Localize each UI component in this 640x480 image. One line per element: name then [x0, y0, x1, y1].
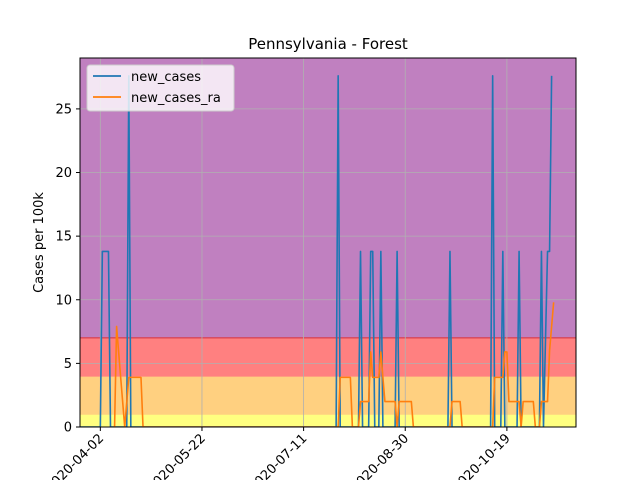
y-axis-label: Cases per 100k	[32, 192, 47, 293]
y-tick-label: 15	[55, 230, 72, 245]
series-line-new-cases-ra	[113, 302, 555, 427]
x-tick-label: 2020-08-30	[348, 431, 412, 480]
y-tick-label: 10	[55, 293, 72, 308]
y-tick-label: 5	[64, 357, 72, 372]
chart-title: Pennsylvania - Forest	[248, 35, 408, 53]
x-tick-label: 2020-04-02	[43, 431, 107, 480]
legend-label: new_cases	[131, 70, 201, 85]
x-tick-label: 2020-10-19	[450, 431, 514, 480]
band-high	[80, 337, 576, 377]
y-tick-label: 20	[55, 166, 72, 181]
legend: new_cases new_cases_ra	[86, 64, 235, 112]
x-tick-label: 2020-07-11	[246, 431, 310, 480]
series-line-new-cases	[80, 75, 553, 427]
series-lines	[80, 75, 555, 427]
y-axis: 0 5 10 15 20 25	[55, 102, 80, 436]
legend-box	[86, 64, 235, 112]
plot-frame	[79, 57, 577, 428]
y-tick-label: 0	[64, 421, 72, 436]
y-tick-label: 25	[55, 102, 72, 117]
x-tick-label: 2020-05-22	[145, 431, 209, 480]
legend-label: new_cases_ra	[131, 91, 221, 106]
x-axis: 2020-04-02 2020-05-22 2020-07-11 2020-08-30…	[43, 427, 514, 480]
